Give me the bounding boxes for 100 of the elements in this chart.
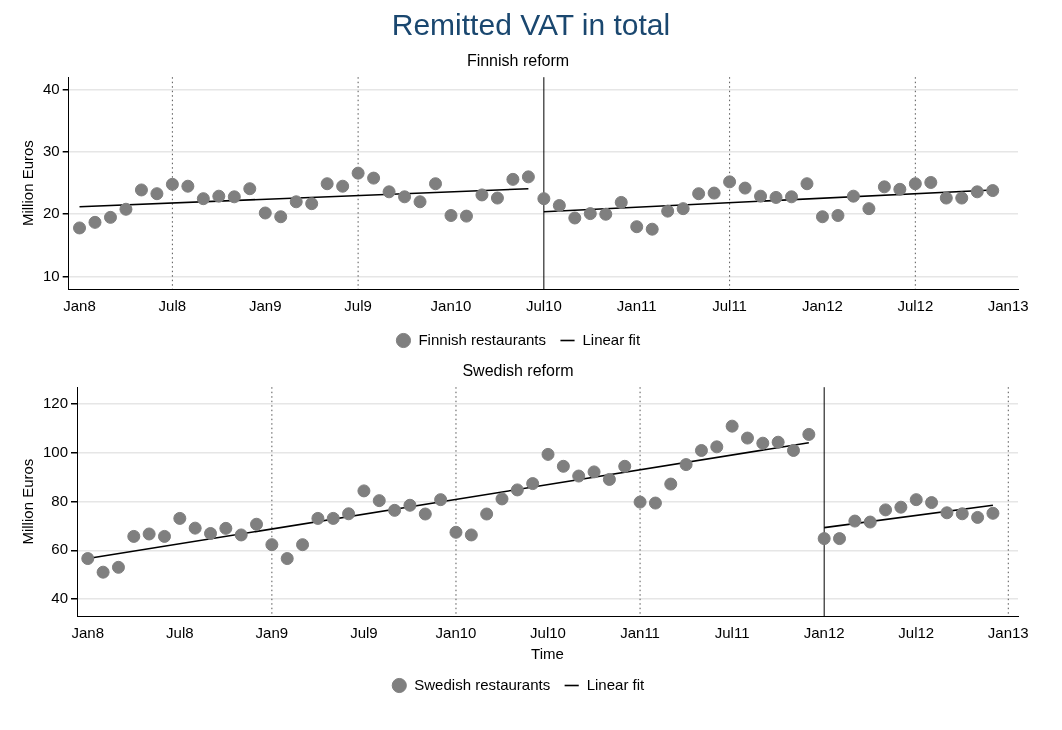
chart-subtitle: Finnish reform (466, 52, 570, 70)
point (863, 515, 877, 529)
point (506, 172, 520, 186)
point (388, 503, 402, 517)
point (661, 204, 675, 218)
x-tick-label: Jan13 (987, 624, 1029, 642)
point (633, 495, 647, 509)
y-axis-title: Million Euros (19, 140, 37, 227)
point (846, 189, 860, 203)
x-tick-label: Jul8 (158, 297, 187, 315)
point (188, 521, 202, 535)
point (769, 190, 783, 204)
x-tick-label: Jul10 (530, 624, 566, 642)
point (157, 529, 171, 543)
point (614, 195, 628, 209)
point (204, 526, 217, 540)
point (134, 183, 148, 197)
y-tick-label: 30 (43, 142, 60, 160)
point (382, 185, 396, 199)
point (81, 552, 95, 566)
point (351, 166, 365, 180)
point (583, 207, 597, 221)
point (556, 459, 570, 473)
point (357, 484, 371, 498)
point (986, 184, 1000, 198)
point (342, 507, 356, 521)
y-tick-label: 100 (43, 443, 69, 461)
point (676, 202, 690, 216)
point (449, 525, 463, 539)
y-tick-label: 40 (51, 589, 69, 607)
y-tick-label: 80 (51, 491, 69, 509)
point (526, 477, 540, 491)
legend-label: Finnish restaurants (418, 330, 547, 348)
y-tick-label: 40 (43, 79, 60, 97)
point (817, 532, 831, 546)
point (444, 208, 458, 222)
point (490, 191, 504, 205)
point (459, 209, 473, 223)
chart-subtitle: Swedish reform (462, 362, 574, 380)
legend-label: Swedish restaurants (414, 675, 551, 693)
point (265, 538, 279, 552)
point (771, 435, 785, 449)
point (940, 506, 954, 520)
x-tick-label: Jan11 (616, 297, 657, 315)
x-tick-label: Jul11 (714, 624, 750, 642)
point (480, 507, 494, 521)
point (664, 477, 678, 491)
x-tick-label: Jan8 (71, 624, 105, 642)
point (877, 180, 891, 194)
y-tick-label: 120 (43, 394, 69, 412)
x-tick-label: Jul9 (350, 624, 378, 642)
point (862, 202, 876, 216)
point (694, 443, 708, 457)
point (96, 565, 110, 579)
point (740, 431, 754, 445)
x-tick-label: Jul12 (898, 624, 935, 642)
point (464, 528, 478, 542)
point (73, 221, 87, 235)
point (955, 191, 969, 205)
x-tick-label: Jan9 (248, 297, 282, 315)
point (243, 182, 257, 196)
point (398, 190, 412, 204)
point (754, 189, 768, 203)
x-tick-label: Jul11 (712, 297, 747, 315)
point (800, 177, 814, 191)
point (630, 220, 644, 234)
point (787, 443, 800, 457)
point (127, 529, 141, 543)
point (111, 560, 125, 574)
point (495, 492, 509, 506)
point (541, 447, 555, 461)
x-tick-label: Jul9 (344, 297, 372, 315)
point (367, 171, 381, 185)
x-tick-label: Jan12 (802, 297, 843, 315)
point (802, 427, 816, 441)
point (986, 506, 1000, 520)
point (738, 181, 752, 195)
point (311, 511, 325, 525)
point (413, 195, 427, 209)
point (219, 521, 233, 535)
point (336, 179, 350, 193)
x-tick-label: Jul12 (897, 297, 934, 315)
y-tick-label: 20 (43, 204, 60, 222)
point (434, 493, 448, 507)
point (274, 210, 288, 224)
point (181, 179, 195, 193)
point (88, 215, 102, 229)
point (602, 472, 616, 486)
point (925, 496, 939, 510)
point (475, 188, 489, 202)
point (756, 436, 770, 450)
point (418, 507, 432, 521)
x-tick-label: Jan12 (803, 624, 845, 642)
point (894, 500, 908, 514)
point (971, 510, 985, 524)
point (710, 440, 724, 454)
point (908, 177, 922, 191)
point (234, 528, 248, 542)
point (521, 170, 535, 184)
point (320, 177, 334, 191)
